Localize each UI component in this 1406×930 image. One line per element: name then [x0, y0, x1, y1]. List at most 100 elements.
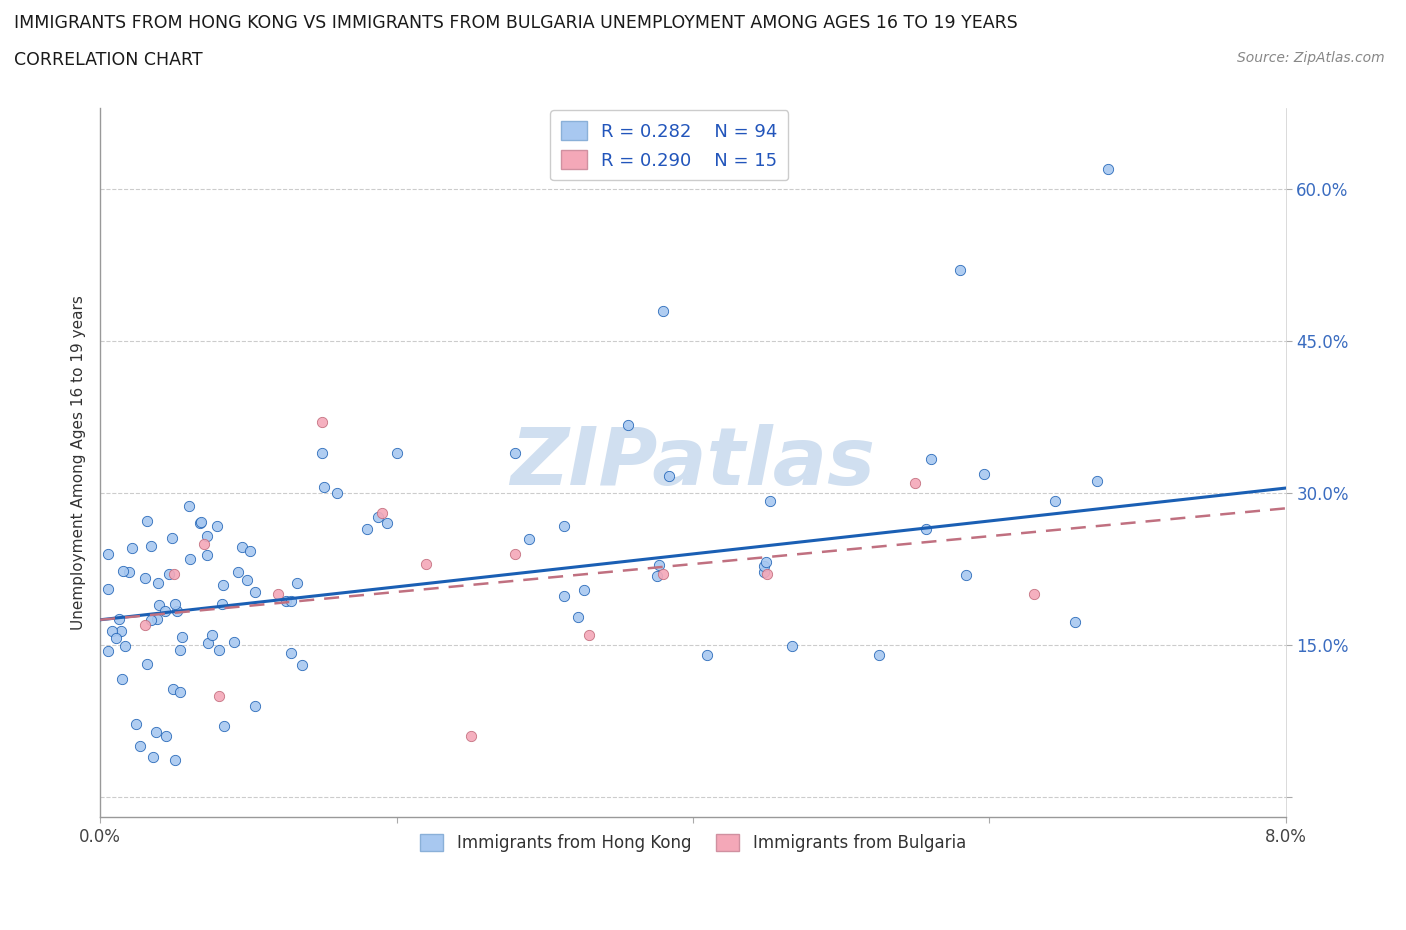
Point [145, 724, 167, 739]
Point [101, 624, 124, 639]
Point [166, 604, 188, 618]
Point [658, 469, 681, 484]
Point [553, 588, 575, 603]
Point [188, 515, 211, 530]
Point [121, 541, 143, 556]
Point [195, 528, 218, 543]
Point [312, 480, 335, 495]
Point [267, 587, 290, 602]
Point [153, 603, 176, 618]
Point [553, 519, 575, 534]
Point [212, 578, 235, 592]
Point [155, 729, 177, 744]
Text: CORRELATION CHART: CORRELATION CHART [14, 51, 202, 69]
Point [503, 547, 526, 562]
Point [920, 451, 942, 466]
Point [208, 688, 231, 703]
Point [163, 752, 186, 767]
Y-axis label: Unemployment Among Ages 16 to 19 years: Unemployment Among Ages 16 to 19 years [72, 295, 86, 631]
Point [211, 597, 233, 612]
Point [110, 623, 132, 638]
Point [1063, 615, 1085, 630]
Legend: Immigrants from Hong Kong, Immigrants from Bulgaria: Immigrants from Hong Kong, Immigrants fr… [413, 827, 973, 858]
Point [162, 681, 184, 696]
Point [193, 537, 215, 551]
Point [617, 418, 640, 432]
Point [949, 262, 972, 277]
Point [326, 485, 349, 500]
Point [148, 597, 170, 612]
Point [169, 684, 191, 699]
Point [752, 565, 775, 579]
Point [385, 445, 408, 460]
Point [415, 557, 437, 572]
Point [135, 513, 157, 528]
Point [157, 566, 180, 581]
Point [868, 647, 890, 662]
Point [1097, 162, 1119, 177]
Point [169, 643, 191, 658]
Point [105, 631, 128, 645]
Text: IMMIGRANTS FROM HONG KONG VS IMMIGRANTS FROM BULGARIA UNEMPLOYMENT AMONG AGES 16: IMMIGRANTS FROM HONG KONG VS IMMIGRANTS … [14, 14, 1018, 32]
Point [645, 568, 668, 583]
Point [280, 593, 302, 608]
Point [652, 566, 675, 581]
Point [1043, 494, 1066, 509]
Point [280, 645, 302, 660]
Point [235, 573, 257, 588]
Point [141, 750, 163, 764]
Point [139, 538, 162, 553]
Point [134, 618, 156, 632]
Point [503, 445, 526, 460]
Point [291, 658, 314, 672]
Point [371, 506, 394, 521]
Point [195, 547, 218, 562]
Point [567, 609, 589, 624]
Point [780, 639, 803, 654]
Point [172, 630, 194, 644]
Point [274, 594, 297, 609]
Point [243, 698, 266, 713]
Point [904, 475, 927, 490]
Point [311, 415, 333, 430]
Point [572, 583, 595, 598]
Point [146, 576, 169, 591]
Point [163, 596, 186, 611]
Point [915, 522, 938, 537]
Point [135, 657, 157, 671]
Point [179, 551, 201, 566]
Point [212, 719, 235, 734]
Point [647, 558, 669, 573]
Point [141, 613, 163, 628]
Point [245, 585, 267, 600]
Point [177, 498, 200, 513]
Point [205, 519, 228, 534]
Point [96, 547, 118, 562]
Text: ZIPatlas: ZIPatlas [510, 424, 876, 501]
Point [197, 635, 219, 650]
Point [112, 564, 135, 578]
Point [375, 515, 398, 530]
Point [96, 644, 118, 658]
Point [356, 522, 378, 537]
Point [759, 493, 782, 508]
Point [124, 717, 146, 732]
Point [201, 628, 224, 643]
Point [578, 628, 600, 643]
Point [108, 611, 131, 626]
Point [652, 303, 675, 318]
Point [163, 566, 186, 581]
Point [752, 559, 775, 574]
Point [96, 581, 118, 596]
Point [231, 539, 253, 554]
Point [226, 565, 249, 579]
Point [145, 612, 167, 627]
Point [311, 445, 333, 460]
Point [118, 565, 141, 580]
Point [696, 648, 718, 663]
Point [460, 729, 482, 744]
Point [1085, 473, 1108, 488]
Point [208, 642, 231, 657]
Point [1022, 587, 1045, 602]
Point [755, 554, 778, 569]
